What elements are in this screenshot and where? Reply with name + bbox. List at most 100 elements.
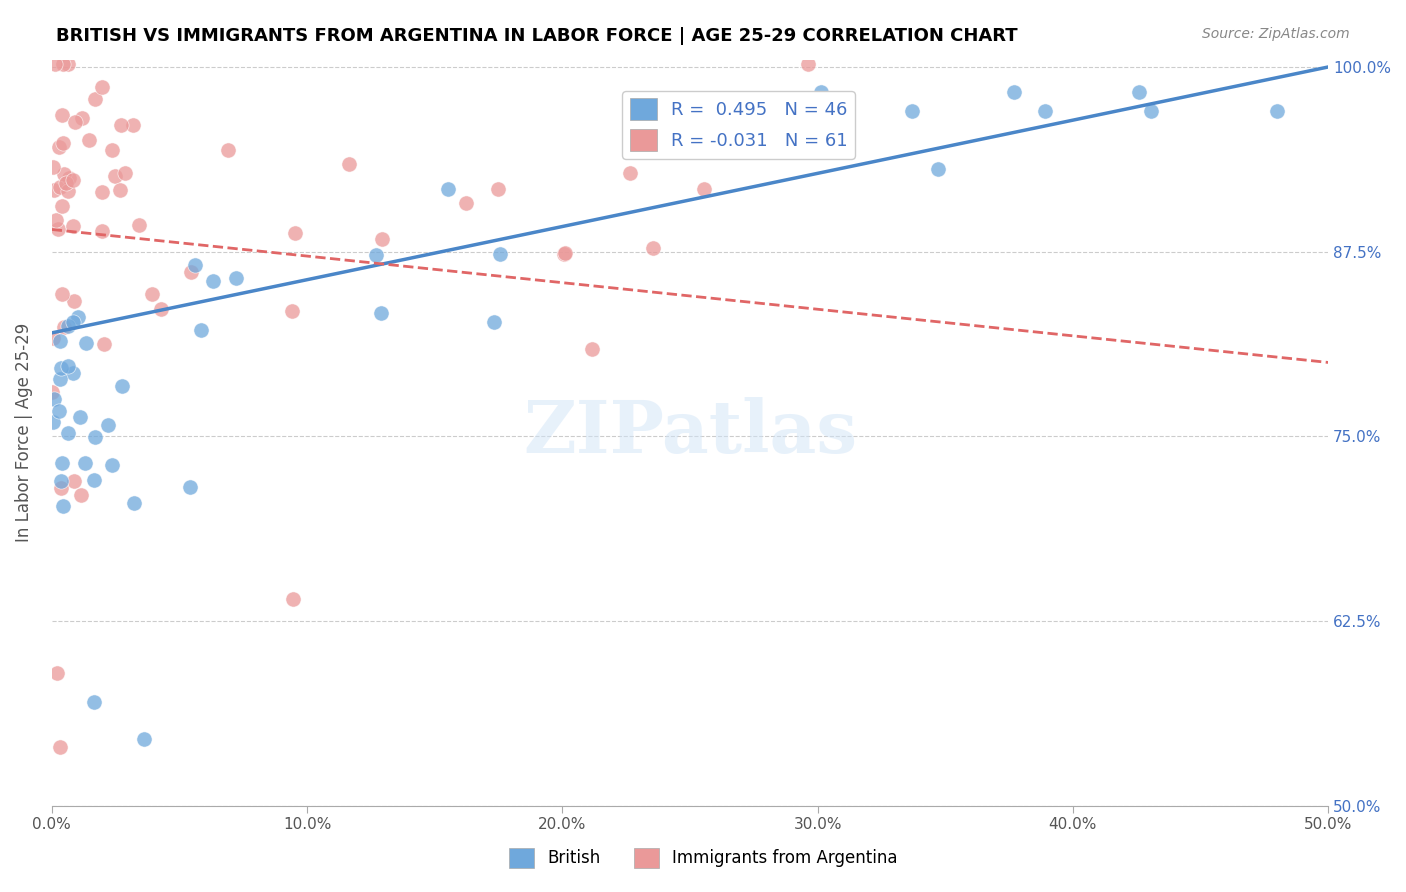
Point [56,57,79,71]
Point [69,409,91,424]
Point [46,221,69,235]
Point [184,259,207,273]
Point [62,294,84,309]
Point [75,335,97,350]
Point [91,79,114,94]
Point [52,57,75,71]
Point [824,104,846,119]
Point [693,182,716,196]
Point [46,665,69,680]
Point [619,166,641,180]
Point [134,732,156,747]
Point [122,496,145,510]
Point [1265,104,1288,119]
Point [65,115,87,129]
Y-axis label: In Labor Force | Age 25-29: In Labor Force | Age 25-29 [15,323,32,542]
Point [63,474,86,488]
Point [554,246,576,260]
Point [51,108,73,122]
Point [48,404,70,418]
Point [93,337,115,351]
Point [62,315,84,329]
Point [52,500,75,514]
Point [48,180,70,194]
Point [58,185,80,199]
Point [56,319,79,334]
Point [179,480,201,494]
Point [371,231,394,245]
Point [1002,86,1025,100]
Point [122,118,145,132]
Point [62,366,84,380]
Point [58,171,80,186]
Point [48,140,70,154]
Point [927,161,949,176]
Point [62,219,84,234]
Legend: R =  0.495   N = 46, R = -0.031   N = 61: R = 0.495 N = 46, R = -0.031 N = 61 [623,91,855,159]
Point [150,301,173,316]
Point [643,241,665,255]
Point [111,379,134,393]
Point [44,57,66,71]
Point [114,166,136,180]
Point [436,182,458,196]
Point [49,481,72,495]
Point [48,739,70,754]
Point [110,118,132,132]
Point [42,331,65,345]
Point [553,247,575,261]
Point [484,315,506,329]
Point [775,104,797,119]
Point [101,458,124,472]
Point [101,143,124,157]
Point [90,186,112,200]
Point [1033,104,1056,119]
Point [55,176,77,190]
Point [84,430,107,444]
Point [364,248,387,262]
Point [283,591,305,606]
Point [51,456,73,470]
Point [51,199,73,213]
Point [108,183,131,197]
Point [225,271,247,285]
Point [45,213,67,227]
Point [66,310,89,324]
Point [91,224,114,238]
Point [581,342,603,356]
Point [489,247,512,261]
Point [128,218,150,232]
Point [486,181,509,195]
Point [281,304,304,318]
Point [41,415,63,429]
Point [77,132,100,146]
Point [104,169,127,183]
Point [41,384,63,399]
Point [83,92,105,106]
Point [370,306,392,320]
Point [72,111,94,125]
Point [201,274,224,288]
Point [810,85,832,99]
Point [48,334,70,348]
Point [83,695,105,709]
Point [284,227,307,241]
Point [1139,104,1161,119]
Point [56,359,79,373]
Point [796,57,818,71]
Point [51,287,73,301]
Point [901,104,924,119]
Point [44,183,66,197]
Point [52,136,75,151]
Point [49,361,72,376]
Point [180,265,202,279]
Point [48,371,70,385]
Point [52,319,75,334]
Legend: British, Immigrants from Argentina: British, Immigrants from Argentina [502,841,904,875]
Text: BRITISH VS IMMIGRANTS FROM ARGENTINA IN LABOR FORCE | AGE 25-29 CORRELATION CHAR: BRITISH VS IMMIGRANTS FROM ARGENTINA IN … [56,27,1018,45]
Point [217,143,239,157]
Text: Source: ZipAtlas.com: Source: ZipAtlas.com [1202,27,1350,41]
Point [53,168,76,182]
Point [97,418,120,433]
Point [190,323,212,337]
